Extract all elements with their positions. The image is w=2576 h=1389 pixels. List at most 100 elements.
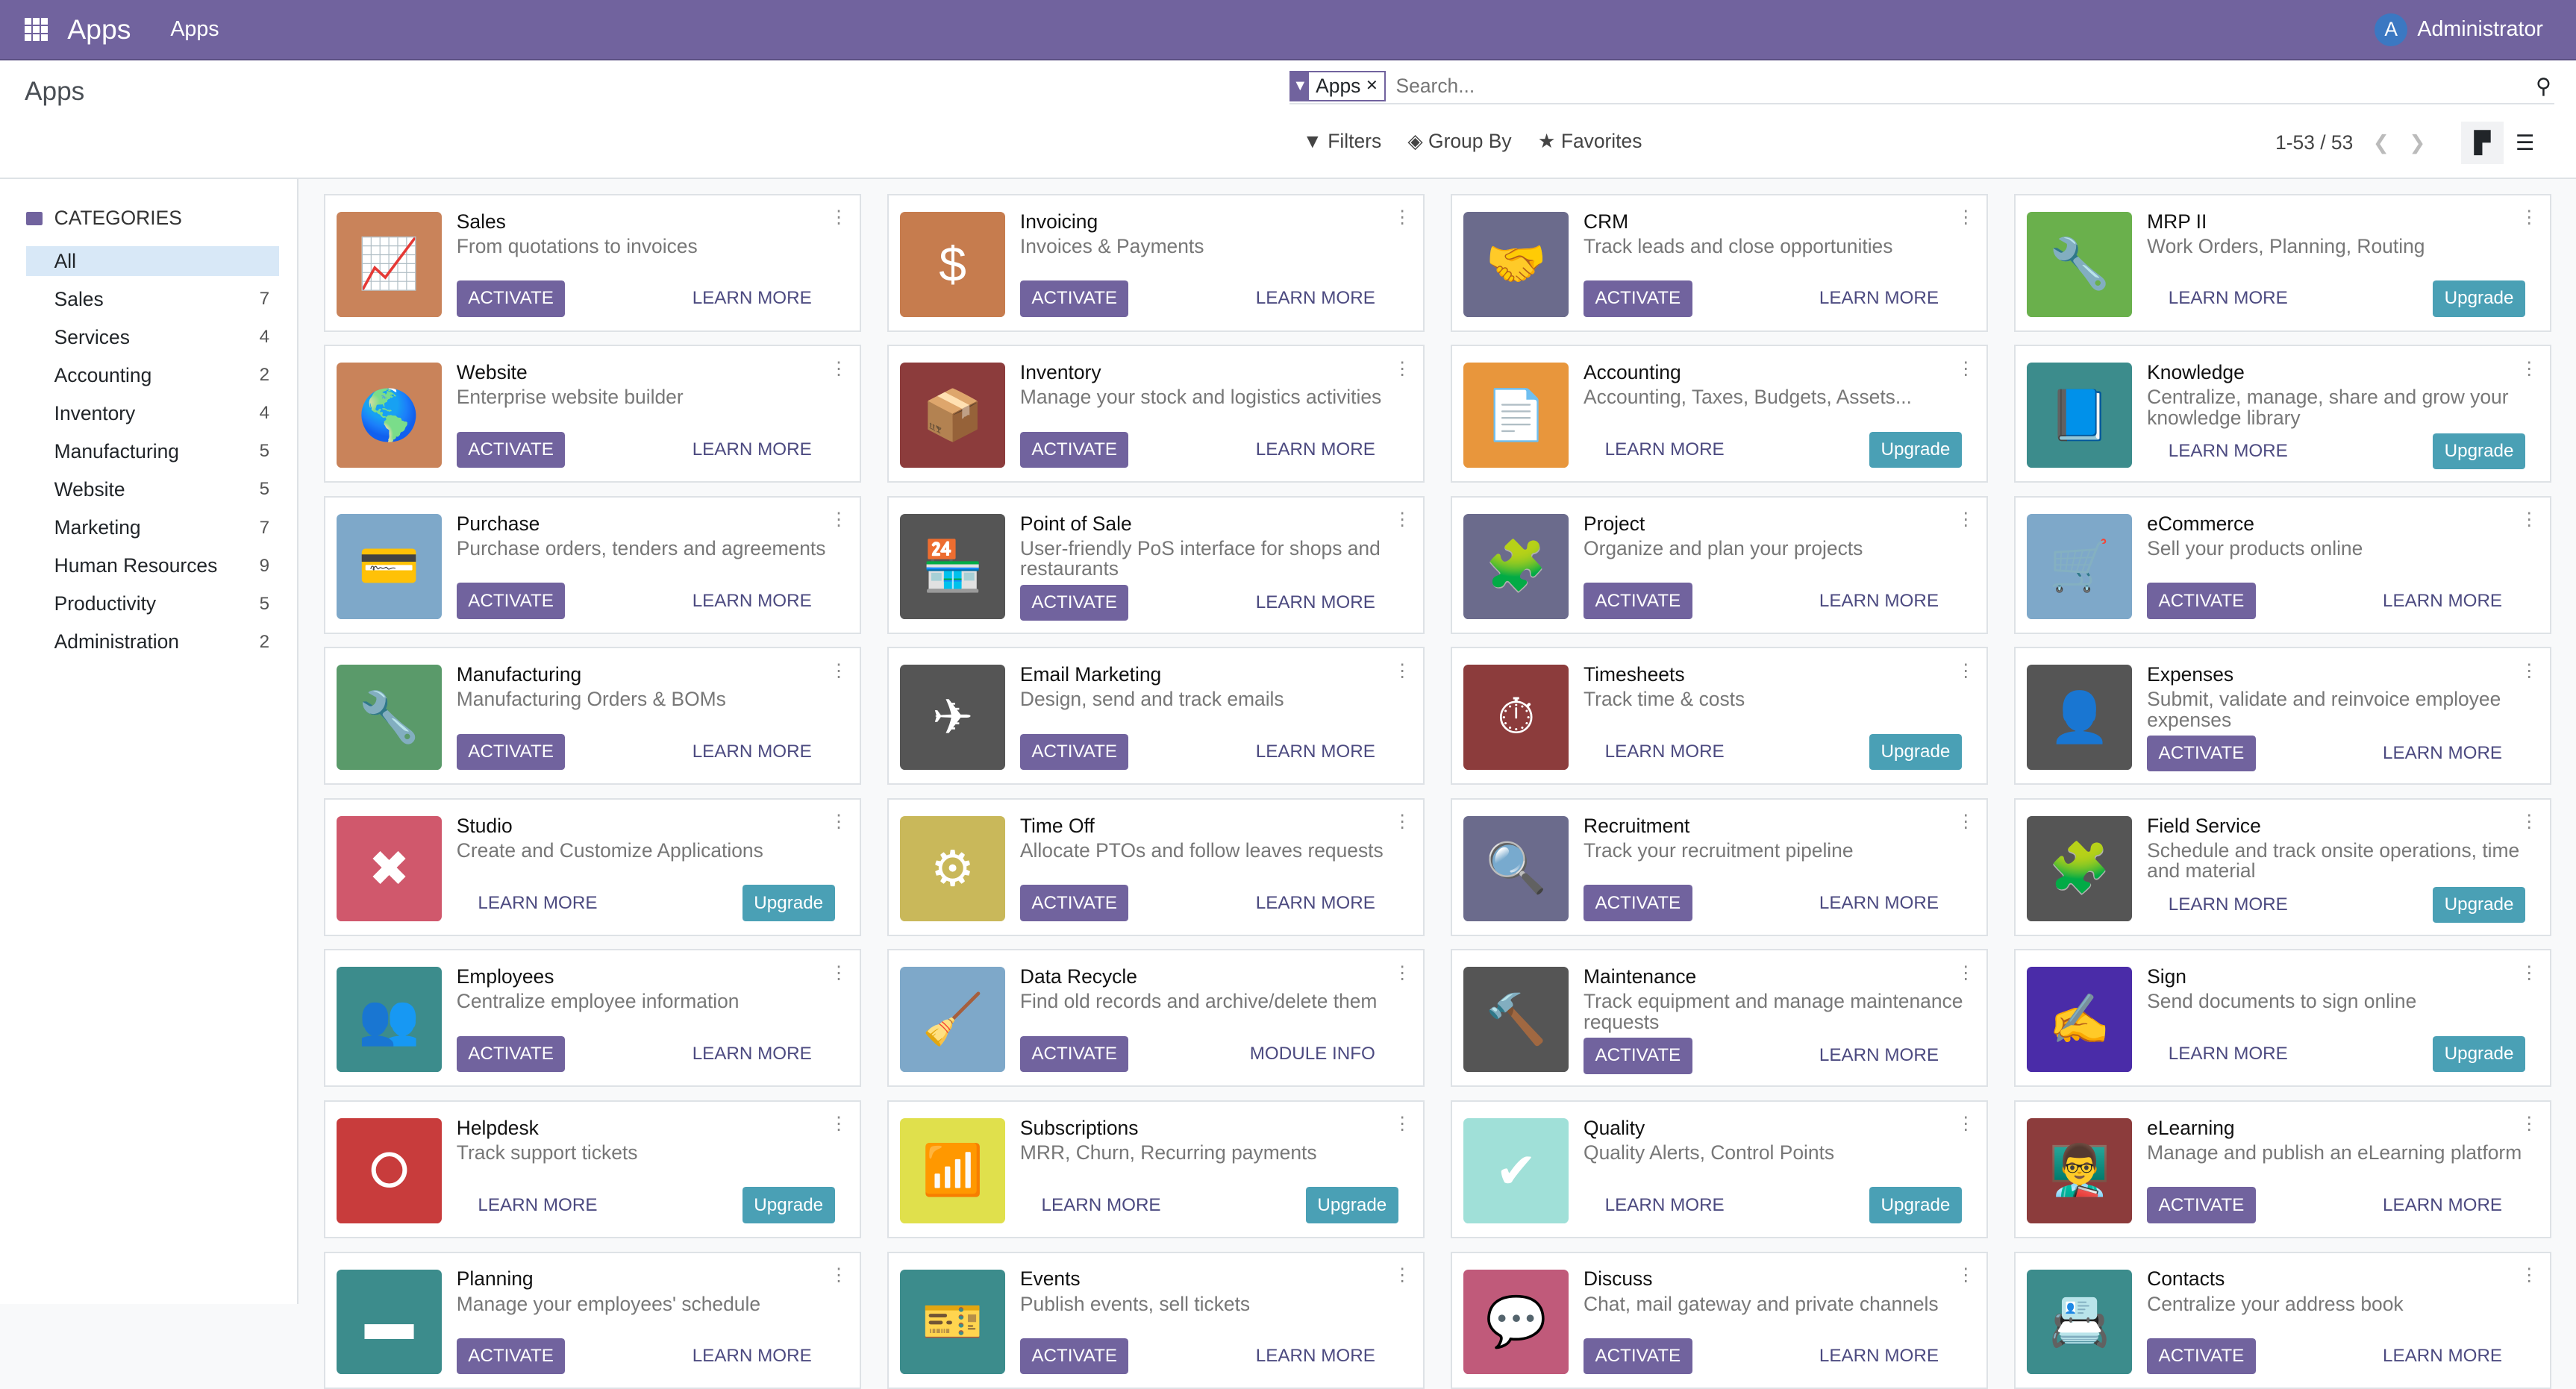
upgrade-button[interactable]: Upgrade: [1869, 733, 1962, 771]
learn-more-link[interactable]: LEARN MORE: [692, 439, 812, 460]
sidebar-item-administration[interactable]: Administration 2: [26, 627, 279, 657]
activate-button[interactable]: ACTIVATE: [456, 1035, 566, 1073]
sidebar-item-inventory[interactable]: Inventory 4: [26, 399, 279, 429]
more-options-icon[interactable]: ⋮: [829, 1114, 848, 1135]
sidebar-item-website[interactable]: Website 5: [26, 475, 279, 505]
more-options-icon[interactable]: ⋮: [1393, 1114, 1412, 1135]
learn-more-link[interactable]: LEARN MORE: [2383, 1194, 2503, 1215]
activate-button[interactable]: ACTIVATE: [1584, 583, 1692, 619]
activate-button[interactable]: ACTIVATE: [1584, 280, 1692, 317]
learn-more-link[interactable]: LEARN MORE: [1604, 1194, 1725, 1215]
sidebar-item-all[interactable]: All: [26, 246, 280, 276]
more-options-icon[interactable]: ⋮: [1393, 660, 1412, 681]
app-grid-icon[interactable]: [25, 18, 48, 42]
learn-more-link[interactable]: LEARN MORE: [1255, 1346, 1375, 1367]
remove-facet-icon[interactable]: ✕: [1365, 78, 1378, 95]
more-options-icon[interactable]: ⋮: [2520, 358, 2539, 379]
activate-button[interactable]: ACTIVATE: [1019, 885, 1129, 921]
activate-button[interactable]: ACTIVATE: [1019, 280, 1129, 317]
activate-button[interactable]: ACTIVATE: [1019, 733, 1129, 771]
upgrade-button[interactable]: Upgrade: [1869, 1187, 1962, 1223]
learn-more-link[interactable]: LEARN MORE: [1255, 439, 1375, 460]
learn-more-link[interactable]: LEARN MORE: [2168, 1044, 2288, 1065]
upgrade-button[interactable]: Upgrade: [742, 885, 835, 921]
pager-value[interactable]: 1-53 / 53: [2275, 131, 2354, 154]
activate-button[interactable]: ACTIVATE: [1019, 431, 1129, 468]
learn-more-link[interactable]: LEARN MORE: [2168, 441, 2288, 462]
learn-more-link[interactable]: LEARN MORE: [1255, 592, 1375, 612]
search-input[interactable]: [1392, 72, 2536, 100]
sidebar-item-sales[interactable]: Sales 7: [26, 284, 279, 314]
more-options-icon[interactable]: ⋮: [829, 207, 848, 228]
more-options-icon[interactable]: ⋮: [1393, 962, 1412, 983]
more-options-icon[interactable]: ⋮: [1957, 358, 1975, 379]
sidebar-item-human-resources[interactable]: Human Resources 9: [26, 551, 279, 581]
more-options-icon[interactable]: ⋮: [2520, 962, 2539, 983]
learn-more-link[interactable]: LEARN MORE: [692, 1044, 812, 1065]
app-brand[interactable]: Apps: [67, 13, 131, 46]
more-options-icon[interactable]: ⋮: [1957, 1114, 1975, 1135]
learn-more-link[interactable]: LEARN MORE: [478, 892, 598, 913]
sidebar-item-manufacturing[interactable]: Manufacturing 5: [26, 437, 279, 467]
activate-button[interactable]: ACTIVATE: [1019, 1338, 1129, 1375]
activate-button[interactable]: ACTIVATE: [1584, 1338, 1692, 1375]
activate-button[interactable]: ACTIVATE: [456, 1338, 566, 1375]
upgrade-button[interactable]: Upgrade: [742, 1187, 835, 1223]
sidebar-item-productivity[interactable]: Productivity 5: [26, 589, 279, 619]
menu-apps[interactable]: Apps: [170, 17, 219, 42]
group-by-button[interactable]: ◈ Group By: [1407, 129, 1512, 152]
sidebar-item-marketing[interactable]: Marketing 7: [26, 513, 279, 543]
module-info-link[interactable]: MODULE INFO: [1249, 1044, 1375, 1065]
upgrade-button[interactable]: Upgrade: [2433, 1035, 2525, 1073]
more-options-icon[interactable]: ⋮: [2520, 812, 2539, 833]
more-options-icon[interactable]: ⋮: [1957, 962, 1975, 983]
pager-next-icon[interactable]: ❯: [2409, 131, 2426, 154]
more-options-icon[interactable]: ⋮: [829, 358, 848, 379]
learn-more-link[interactable]: LEARN MORE: [1041, 1194, 1161, 1215]
user-menu[interactable]: A Administrator: [2375, 13, 2543, 46]
more-options-icon[interactable]: ⋮: [829, 509, 848, 530]
more-options-icon[interactable]: ⋮: [1393, 509, 1412, 530]
more-options-icon[interactable]: ⋮: [2520, 1114, 2539, 1135]
learn-more-link[interactable]: LEARN MORE: [2383, 1346, 2503, 1367]
more-options-icon[interactable]: ⋮: [1957, 1264, 1975, 1285]
learn-more-link[interactable]: LEARN MORE: [1819, 1045, 1939, 1066]
activate-button[interactable]: ACTIVATE: [1019, 1035, 1129, 1073]
activate-button[interactable]: ACTIVATE: [2147, 1338, 2256, 1375]
upgrade-button[interactable]: Upgrade: [1306, 1187, 1398, 1223]
more-options-icon[interactable]: ⋮: [1957, 812, 1975, 833]
learn-more-link[interactable]: LEARN MORE: [1604, 741, 1725, 762]
upgrade-button[interactable]: Upgrade: [2433, 280, 2525, 317]
learn-more-link[interactable]: LEARN MORE: [692, 590, 812, 611]
pager-previous-icon[interactable]: ❮: [2372, 131, 2389, 154]
learn-more-link[interactable]: LEARN MORE: [478, 1194, 598, 1215]
activate-button[interactable]: ACTIVATE: [1584, 885, 1692, 921]
learn-more-link[interactable]: LEARN MORE: [1819, 892, 1939, 913]
learn-more-link[interactable]: LEARN MORE: [692, 288, 812, 309]
more-options-icon[interactable]: ⋮: [2520, 660, 2539, 681]
more-options-icon[interactable]: ⋮: [2520, 207, 2539, 228]
learn-more-link[interactable]: LEARN MORE: [692, 741, 812, 762]
more-options-icon[interactable]: ⋮: [1957, 207, 1975, 228]
learn-more-link[interactable]: LEARN MORE: [2168, 288, 2288, 309]
learn-more-link[interactable]: LEARN MORE: [2168, 894, 2288, 915]
more-options-icon[interactable]: ⋮: [1393, 1264, 1412, 1285]
more-options-icon[interactable]: ⋮: [829, 660, 848, 681]
learn-more-link[interactable]: LEARN MORE: [1255, 741, 1375, 762]
search-icon[interactable]: ⚲: [2535, 74, 2551, 98]
sidebar-item-accounting[interactable]: Accounting 2: [26, 360, 279, 390]
learn-more-link[interactable]: LEARN MORE: [1819, 590, 1939, 611]
activate-button[interactable]: ACTIVATE: [456, 280, 566, 317]
learn-more-link[interactable]: LEARN MORE: [1819, 1346, 1939, 1367]
upgrade-button[interactable]: Upgrade: [2433, 433, 2525, 470]
activate-button[interactable]: ACTIVATE: [456, 733, 566, 771]
learn-more-link[interactable]: LEARN MORE: [692, 1346, 812, 1367]
upgrade-button[interactable]: Upgrade: [1869, 431, 1962, 468]
learn-more-link[interactable]: LEARN MORE: [2383, 743, 2503, 764]
activate-button[interactable]: ACTIVATE: [1019, 584, 1129, 621]
more-options-icon[interactable]: ⋮: [829, 962, 848, 983]
more-options-icon[interactable]: ⋮: [1393, 207, 1412, 228]
activate-button[interactable]: ACTIVATE: [2147, 583, 2256, 619]
more-options-icon[interactable]: ⋮: [2520, 509, 2539, 530]
learn-more-link[interactable]: LEARN MORE: [1819, 288, 1939, 309]
